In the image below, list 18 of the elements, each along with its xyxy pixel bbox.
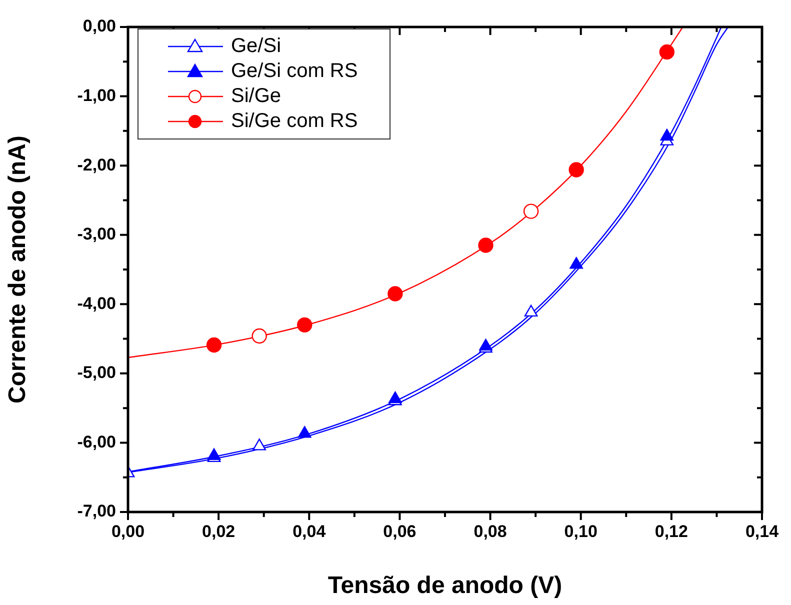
y-tick-label: -5,00 [77,363,116,382]
y-tick-label: -4,00 [77,294,116,313]
y-tick-label: -3,00 [77,224,116,244]
x-tick-label: 0,00 [111,522,145,541]
y-tick-label: -7,00 [77,502,116,521]
x-axis-title: Tensão de anodo (V) [328,572,562,600]
x-tick-label: 0,02 [202,522,236,541]
x-tick-label: 0,04 [292,522,326,541]
y-axis-title: Corrente de anodo (nA) [4,136,32,404]
x-tick-label: 0,08 [474,522,507,541]
x-tick-label: 0,12 [654,522,688,541]
y-tick-label: -1,00 [77,86,116,105]
x-tick-label: 0,14 [745,522,780,541]
x-tick-label: 0,06 [383,522,416,541]
x-tick-label: 0,10 [564,522,598,541]
y-tick-label: -2,00 [77,155,116,174]
y-tick-label: -6,00 [77,432,116,452]
y-tick-label: 0,00 [82,16,116,36]
